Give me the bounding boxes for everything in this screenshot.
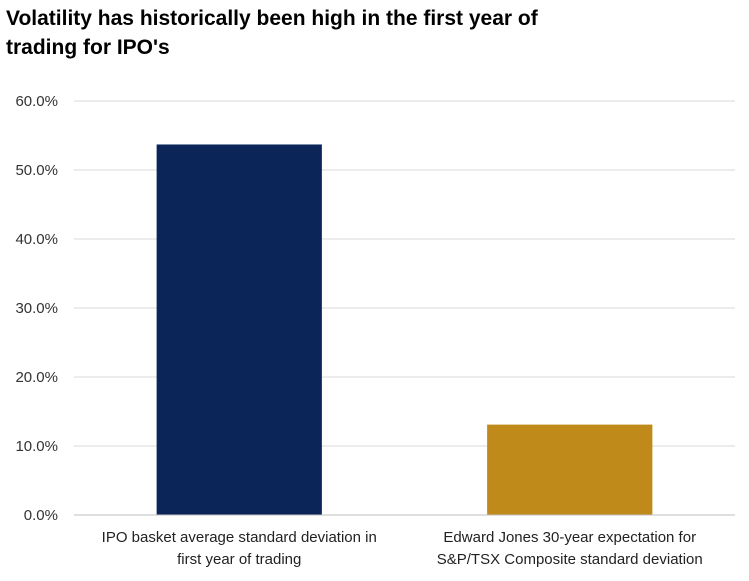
y-tick-label: 60.0% bbox=[15, 93, 58, 110]
y-tick-label: 40.0% bbox=[15, 231, 58, 248]
chart-title-line-2: trading for IPO's bbox=[6, 36, 170, 59]
y-axis-tick-labels: 0.0% 10.0% 20.0% 30.0% 40.0% 50.0% 60.0% bbox=[15, 93, 58, 524]
y-tick-label: 0.0% bbox=[24, 507, 58, 524]
bar bbox=[487, 424, 653, 515]
y-tick-label: 50.0% bbox=[15, 162, 58, 179]
y-tick-label: 30.0% bbox=[15, 300, 58, 317]
category-label-line: first year of trading bbox=[177, 551, 302, 568]
bars bbox=[156, 144, 653, 515]
y-tick-label: 10.0% bbox=[15, 438, 58, 455]
bar bbox=[156, 144, 322, 515]
category-label-ipo-basket: IPO basket average standard deviation in… bbox=[79, 527, 399, 571]
y-tick-label: 20.0% bbox=[15, 369, 58, 386]
category-label-line: S&P/TSX Composite standard deviation bbox=[436, 551, 703, 568]
category-label-edward-jones: Edward Jones 30-year expectation for S&P… bbox=[410, 527, 730, 571]
category-label-line: Edward Jones 30-year expectation for bbox=[443, 529, 697, 546]
category-label-line: IPO basket average standard deviation in bbox=[101, 529, 377, 546]
chart-title-line-1: Volatility has historically been high in… bbox=[6, 7, 538, 30]
chart-title: Volatility has historically been high in… bbox=[6, 4, 606, 62]
